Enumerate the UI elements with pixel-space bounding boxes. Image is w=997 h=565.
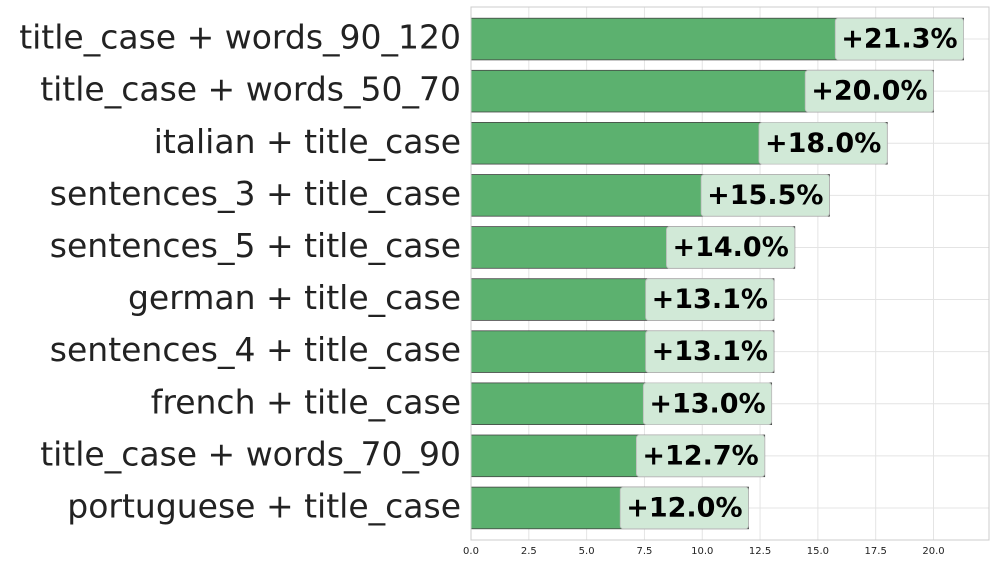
x-tick-label: 5.0 [579,546,595,557]
y-tick-label: title_case + words_50_70 [40,70,461,109]
x-tick-label: 10.0 [691,546,713,557]
value-label-box [834,17,964,61]
x-tick-label: 17.5 [865,546,887,557]
value-label: +21.3% [841,24,957,55]
y-tick-label: sentences_4 + title_case [50,330,461,369]
value-label: +15.5% [707,180,823,211]
value-label-box [645,278,775,321]
y-tick-label: title_case + words_70_90 [40,434,461,473]
value-label-box [642,382,773,425]
value-label-box [635,434,766,478]
x-tick-label: 12.5 [749,546,771,557]
y-tick-label: portuguese + title_case [67,486,461,525]
value-label-box [758,122,888,165]
y-tick-label: italian + title_case [154,122,461,161]
y-tick-label: sentences_5 + title_case [50,226,461,265]
y-tick-label: sentences_3 + title_case [50,174,461,213]
value-label-box [804,69,934,113]
value-label: +13.1% [652,284,768,315]
value-label-box [619,486,749,530]
x-tick-label: 20.0 [922,546,944,557]
value-label: +13.0% [649,388,765,419]
value-label-box [700,174,830,217]
x-tick-label: 15.0 [807,546,829,557]
plot-frame [470,6,990,541]
value-label-box [666,226,796,269]
y-tick-label: german + title_case [128,278,461,317]
value-label: +12.0% [626,492,742,523]
value-label-box [645,330,775,373]
value-label: +20.0% [811,76,927,107]
y-tick-label: title_case + words_90_120 [19,18,461,57]
x-tick-label: 0.0 [463,546,479,557]
value-label: +14.0% [672,232,788,263]
value-label: +18.0% [765,128,881,159]
value-label: +12.7% [642,440,758,471]
x-tick-label: 7.5 [636,546,652,557]
x-tick-label: 2.5 [521,546,537,557]
value-label: +13.1% [652,336,768,367]
y-tick-label: french + title_case [151,382,461,421]
